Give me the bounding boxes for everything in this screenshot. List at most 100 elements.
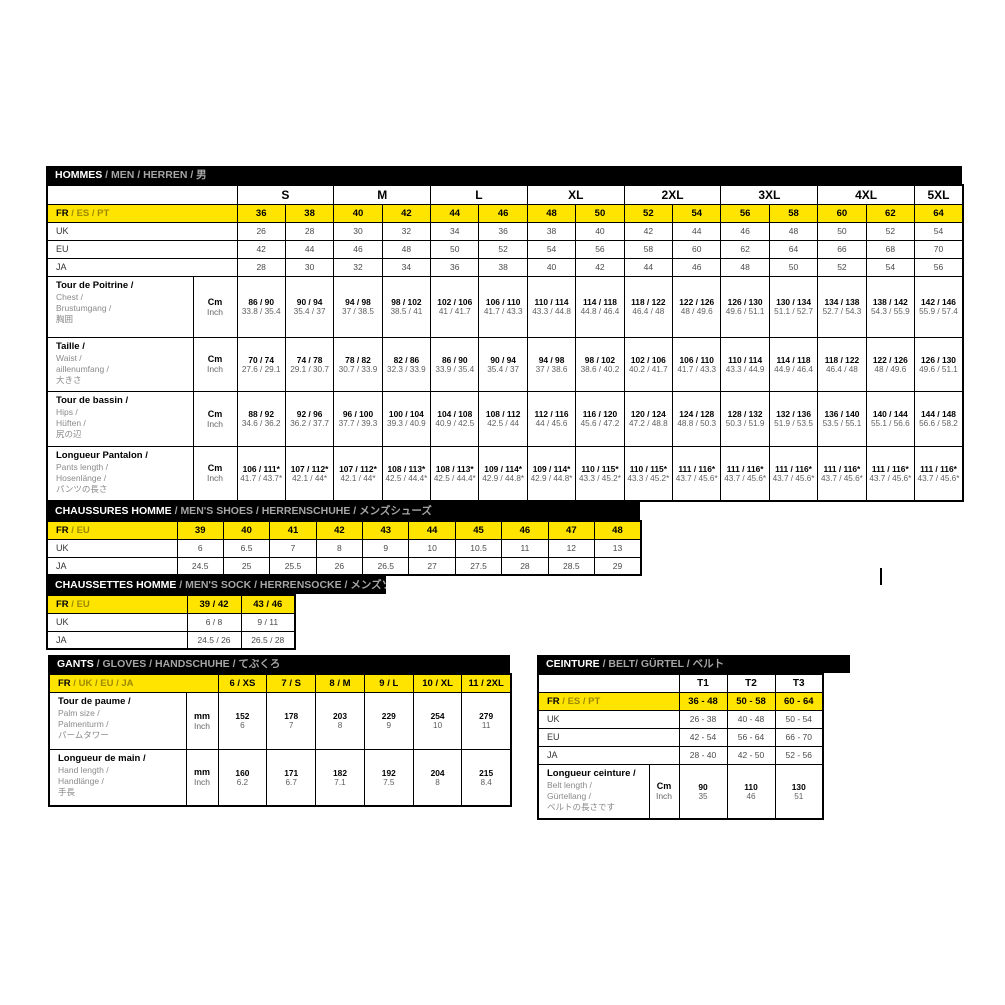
value-top: 74 / 78 — [296, 354, 323, 365]
measure-label-line: Taille / — [56, 340, 85, 352]
fr-size-cell: 58 — [768, 203, 819, 223]
value-cell: 40 - 48 — [726, 709, 776, 729]
value-cell: 66 — [817, 239, 867, 259]
value-stack: 104 / 108 40.9 / 42.5 — [432, 409, 478, 428]
value-top: 92 / 96 — [296, 409, 323, 419]
value-top: 110 / 115* — [629, 463, 667, 474]
value-stack: 100 / 104 39.3 / 40.9 — [383, 409, 429, 428]
value-top: 111 / 116* — [726, 463, 764, 474]
fr-size-cell: 38 — [284, 203, 335, 223]
value-cell: 32 — [381, 221, 432, 241]
value-cell: 48 — [381, 239, 432, 259]
measure-value-cell: 98 / 102 38.5 / 41 — [381, 275, 432, 338]
belt-column-header: T3 — [774, 673, 824, 693]
measure-value-cell: 178 7 — [266, 691, 317, 750]
measure-value-cell: 279 11 — [461, 691, 512, 750]
value-top: 106 / 110 — [679, 354, 714, 365]
value-cell: 56 — [575, 239, 625, 259]
value-top: 110 / 114 — [534, 297, 569, 307]
value-stack: 108 / 112 42.5 / 44 — [480, 409, 526, 428]
glove-size-cell: 9 / L — [363, 673, 414, 693]
value-top: 111 / 116* — [678, 463, 716, 474]
socks-section-title: CHAUSSETTES HOMME — [55, 579, 177, 591]
value-cell: 52 — [478, 239, 528, 259]
value-bottom: 36.2 / 37.7 — [290, 419, 329, 428]
value-bottom: 38.5 / 41 — [390, 307, 423, 316]
value-bottom: 30.7 / 33.9 — [338, 364, 378, 374]
value-bottom: 34.6 / 36.2 — [241, 419, 281, 428]
value-stack: 124 / 128 48.8 / 50.3 — [674, 409, 720, 428]
measure-value-cell: 130 / 134 51.1 / 52.7 — [768, 275, 819, 338]
value-stack: 86 / 90 33.9 / 35.4 — [432, 355, 478, 374]
measure-value-cell: 111 / 116* 43.7 / 45.6* — [914, 445, 964, 502]
measure-row: Longueur ceinture / Belt length / Gürtella… — [537, 763, 824, 820]
measure-value-cell: 108 / 113* 42.5 / 44.4* — [381, 445, 432, 502]
belt-section-title-translations: / BELT/ GÜRTEL / ベルト — [599, 658, 725, 670]
measure-value-cell: 192 7.5 — [363, 748, 414, 807]
measure-label: Tour de bassin / Hips / Hüften / 尻の辺 — [46, 390, 194, 447]
value-cell: 28.5 — [547, 556, 596, 576]
value-stack: 279 11 — [463, 711, 510, 730]
value-cell: 46 — [333, 239, 383, 259]
value-top: 122 / 126 — [872, 354, 908, 365]
measure-value-cell: 94 / 98 37 / 38.5 — [333, 275, 383, 338]
value-cell: 44 — [672, 221, 722, 241]
measure-value-cell: 108 / 112 42.5 / 44 — [478, 390, 528, 447]
value-bottom: 51.9 / 53.5 — [774, 419, 813, 428]
value-bottom: 35.4 / 37 — [293, 307, 326, 316]
value-bottom: 38.6 / 40.2 — [580, 364, 620, 374]
measure-value-cell: 70 / 74 27.6 / 29.1 — [236, 336, 286, 392]
value-bottom: 37 / 38.6 — [535, 364, 568, 374]
row-label: JA — [46, 630, 188, 650]
value-top: 98 / 102 — [584, 354, 616, 365]
value-cell: 44 — [623, 257, 674, 277]
unit-cell: Cm Inch — [192, 390, 238, 447]
value-cell: 24.5 / 26 — [186, 630, 242, 650]
value-top: 108 / 113* — [387, 463, 426, 474]
fr-size-cell: 62 — [865, 203, 916, 223]
value-top: 102 / 106 — [630, 354, 666, 365]
measure-value-cell: 254 10 — [412, 691, 463, 750]
measure-value-cell: 109 / 114* 42.9 / 44.8* — [526, 445, 577, 502]
value-top: 102 / 106 — [437, 297, 473, 307]
value-bottom: 43.7 / 45.6* — [724, 473, 767, 483]
value-stack: 142 / 146 55.9 / 57.4 — [916, 297, 962, 316]
measure-value-cell: 74 / 78 29.1 / 30.7 — [284, 336, 335, 392]
measure-label: Longueur de main / Hand length / Handlänge… — [48, 748, 187, 807]
value-bottom: 43.3 / 45.2* — [627, 473, 670, 483]
measure-value-cell: 107 / 112* 42.1 / 44* — [284, 445, 335, 502]
measure-label-line: Hosenlänge / — [56, 472, 107, 483]
value-top: 178 — [284, 711, 299, 721]
measure-value-cell: 126 / 130 49.6 / 51.1 — [914, 336, 964, 392]
value-top: 111 / 116* — [871, 463, 909, 474]
fr-sizes-row: FR / ES / PT 36 38 40 42 44 46 48 50 52 54 56 58 60 62… — [46, 203, 964, 223]
row-label-rest: / ES / PT — [559, 695, 601, 707]
measure-value-cell: 111 / 116* 43.7 / 45.6* — [817, 445, 867, 502]
value-top: 203 — [333, 711, 347, 721]
value-bottom: 33.8 / 35.4 — [241, 307, 281, 316]
row-label-strong: FR — [56, 598, 69, 610]
value-bottom: 10 — [433, 721, 443, 730]
value-bottom: 43.3 / 44.8 — [532, 307, 571, 316]
value-cell: 60 — [672, 239, 722, 259]
value-cell: 42 - 54 — [678, 727, 728, 747]
measure-label-line: Hips / — [56, 406, 78, 417]
fr-size-cell: 48 — [526, 203, 577, 223]
value-stack: 107 / 112* 42.1 / 44* — [286, 464, 332, 483]
value-stack: 204 8 — [414, 768, 461, 787]
fr-size-cell: 48 — [594, 520, 642, 540]
measure-value-cell: 102 / 106 41 / 41.7 — [430, 275, 480, 338]
belt-column-header: T1 — [678, 673, 728, 693]
measure-value-cell: 86 / 90 33.9 / 35.4 — [430, 336, 480, 392]
value-stack: 108 / 113* 42.5 / 44.4* — [432, 464, 478, 483]
table-row: JA 28 30 32 34 36 38 40 42 44 46 48 50 52 54 56 — [46, 257, 964, 277]
value-bottom: Inch — [206, 364, 224, 374]
value-stack: 110 46 — [728, 782, 774, 801]
fr-size-cell: 36 — [236, 203, 286, 223]
measure-value-cell: 122 / 126 48 / 49.6 — [865, 336, 916, 392]
value-stack: 114 / 118 44.8 / 46.4 — [577, 297, 623, 316]
value-cell: 52 — [817, 257, 867, 277]
value-top: 78 / 82 — [345, 354, 371, 365]
measure-label: Tour de Poitrine / Chest / Brustumgang / 胸囲 — [46, 275, 194, 338]
value-bottom: 27.6 / 29.1 — [241, 364, 281, 374]
